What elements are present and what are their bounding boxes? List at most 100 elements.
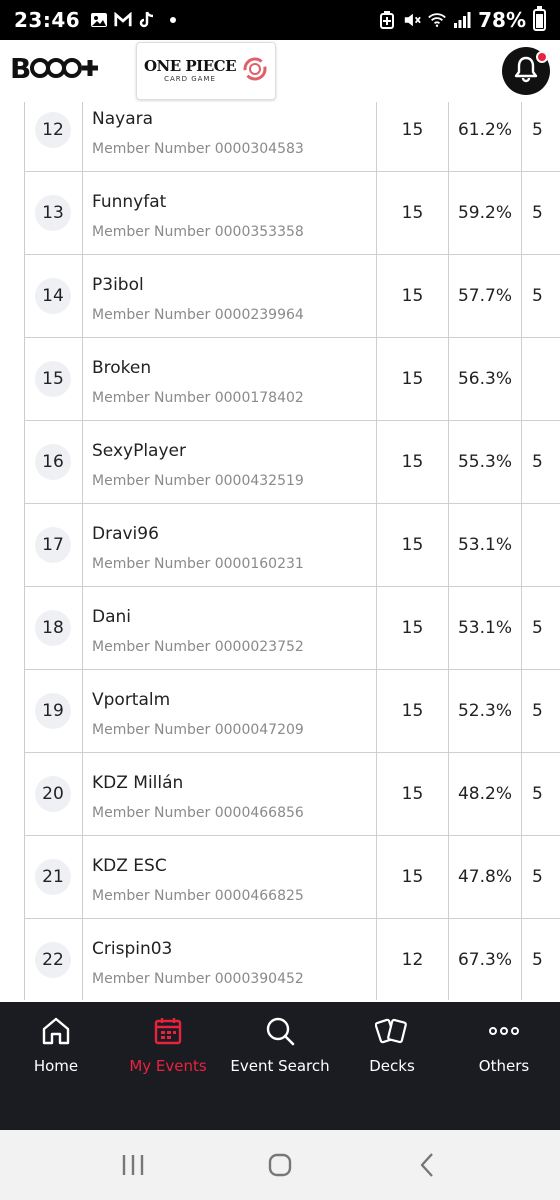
app-header: B ONE PIECE CARD GAME bbox=[0, 40, 560, 102]
points-cell: 15 bbox=[377, 102, 449, 171]
nav-my-events[interactable]: My Events bbox=[112, 1002, 224, 1130]
percentage-cell: 61.2% bbox=[449, 102, 522, 171]
table-row[interactable]: 15 Broken Member Number 0000178402 15 56.3% bbox=[24, 338, 560, 421]
table-row[interactable]: 17 Dravi96 Member Number 0000160231 15 53.1% bbox=[24, 504, 560, 587]
table-row[interactable]: 18 Dani Member Number 0000023752 15 53.1% 5 bbox=[24, 587, 560, 670]
table-row[interactable]: 14 P3ibol Member Number 0000239964 15 57.7% 5 bbox=[24, 255, 560, 338]
table-row[interactable]: 22 Crispin03 Member Number 0000390452 12 67.… bbox=[24, 919, 560, 1000]
table-row[interactable]: 21 KDZ ESC Member Number 0000466825 15 47.8%… bbox=[24, 836, 560, 919]
player-name: SexyPlayer bbox=[92, 441, 186, 461]
extra-cell: 5 bbox=[532, 286, 543, 306]
nav-event-search-label: Event Search bbox=[230, 1057, 330, 1075]
player-name: Nayara bbox=[92, 109, 154, 129]
rank-badge: 16 bbox=[35, 444, 71, 480]
recents-icon[interactable] bbox=[113, 1145, 153, 1185]
rank-badge: 18 bbox=[35, 610, 71, 646]
player-cell[interactable]: Dravi96 Member Number 0000160231 bbox=[83, 504, 377, 586]
nav-decks[interactable]: Decks bbox=[336, 1002, 448, 1130]
player-cell[interactable]: SexyPlayer Member Number 0000432519 bbox=[83, 421, 377, 503]
bandai-tcg-logo[interactable]: B bbox=[10, 52, 114, 91]
player-cell[interactable]: Vportalm Member Number 0000047209 bbox=[83, 670, 377, 752]
player-name: P3ibol bbox=[92, 275, 144, 295]
refresh-emblem-icon bbox=[242, 56, 268, 86]
percentage-cell: 48.2% bbox=[449, 753, 522, 835]
extra-cell: 5 bbox=[532, 203, 543, 223]
extra-cell: 5 bbox=[532, 701, 543, 721]
notifications-button[interactable] bbox=[502, 47, 550, 95]
nav-event-search[interactable]: Event Search bbox=[224, 1002, 336, 1130]
player-cell[interactable]: Dani Member Number 0000023752 bbox=[83, 587, 377, 669]
svg-text:B: B bbox=[10, 52, 30, 84]
percentage-cell: 47.8% bbox=[449, 836, 522, 918]
player-name: Dravi96 bbox=[92, 524, 159, 544]
points-cell: 15 bbox=[377, 421, 449, 503]
player-cell[interactable]: Crispin03 Member Number 0000390452 bbox=[83, 919, 377, 1000]
member-number: Member Number 0000047209 bbox=[92, 722, 304, 738]
more-icon bbox=[487, 1014, 521, 1048]
percentage-cell: 59.2% bbox=[449, 172, 522, 254]
table-row[interactable]: 16 SexyPlayer Member Number 0000432519 15 55… bbox=[24, 421, 560, 504]
extra-cell: 5 bbox=[532, 950, 543, 970]
member-number: Member Number 0000466856 bbox=[92, 805, 304, 821]
back-icon[interactable] bbox=[407, 1145, 447, 1185]
member-number: Member Number 0000239964 bbox=[92, 307, 304, 323]
table-row[interactable]: 19 Vportalm Member Number 0000047209 15 52.3… bbox=[24, 670, 560, 753]
member-number: Member Number 0000160231 bbox=[92, 556, 304, 572]
game-logo-title: ONE PIECE bbox=[143, 57, 237, 75]
player-cell[interactable]: KDZ ESC Member Number 0000466825 bbox=[83, 836, 377, 918]
extra-cell bbox=[522, 504, 560, 586]
percentage-cell: 53.1% bbox=[449, 504, 522, 586]
player-cell[interactable]: P3ibol Member Number 0000239964 bbox=[83, 255, 377, 337]
points-cell: 15 bbox=[377, 172, 449, 254]
extra-cell: 5 bbox=[532, 618, 543, 638]
percentage-cell: 52.3% bbox=[449, 670, 522, 752]
rank-badge: 13 bbox=[35, 195, 71, 231]
rank-cell: 13 bbox=[24, 172, 83, 254]
rank-badge: 14 bbox=[35, 278, 71, 314]
gmail-icon bbox=[114, 11, 132, 29]
points-cell: 15 bbox=[377, 338, 449, 420]
wifi-icon bbox=[428, 11, 446, 29]
extra-cell: 5 bbox=[532, 867, 543, 887]
member-number: Member Number 0000304583 bbox=[92, 141, 304, 157]
percentage-cell: 56.3% bbox=[449, 338, 522, 420]
nav-home-label: Home bbox=[33, 1057, 79, 1075]
member-number: Member Number 0000023752 bbox=[92, 639, 304, 655]
rank-badge: 12 bbox=[35, 112, 71, 148]
player-name: Crispin03 bbox=[92, 939, 173, 959]
player-cell[interactable]: KDZ Millán Member Number 0000466856 bbox=[83, 753, 377, 835]
home-circle-icon[interactable] bbox=[260, 1145, 300, 1185]
nav-my-events-label: My Events bbox=[129, 1057, 207, 1075]
extra-cell: 5 bbox=[532, 784, 543, 804]
rank-cell: 12 bbox=[24, 102, 83, 171]
nav-decks-label: Decks bbox=[369, 1057, 415, 1075]
signal-icon bbox=[453, 11, 471, 29]
nav-others[interactable]: Others bbox=[448, 1002, 560, 1130]
rank-cell: 15 bbox=[24, 338, 83, 420]
table-row[interactable]: 13 Funnyfat Member Number 0000353358 15 59.2… bbox=[24, 172, 560, 255]
table-row[interactable]: 12 Nayara Member Number 0000304583 15 61.2% 5 bbox=[24, 102, 560, 172]
rank-badge: 21 bbox=[35, 859, 71, 895]
rank-cell: 20 bbox=[24, 753, 83, 835]
battery-saver-icon bbox=[378, 11, 396, 29]
calendar-icon bbox=[151, 1014, 185, 1048]
ranking-table[interactable]: 12 Nayara Member Number 0000304583 15 61.2% 5… bbox=[0, 102, 560, 1000]
player-cell[interactable]: Broken Member Number 0000178402 bbox=[83, 338, 377, 420]
status-time: 23:46 bbox=[14, 8, 81, 32]
rank-cell: 17 bbox=[24, 504, 83, 586]
player-cell[interactable]: Funnyfat Member Number 0000353358 bbox=[83, 172, 377, 254]
table-row[interactable]: 20 KDZ Millán Member Number 0000466856 15 48… bbox=[24, 753, 560, 836]
points-cell: 12 bbox=[377, 919, 449, 1000]
one-piece-card-game-logo[interactable]: ONE PIECE CARD GAME bbox=[136, 42, 276, 100]
extra-cell: 5 bbox=[532, 120, 543, 140]
player-name: KDZ ESC bbox=[92, 856, 167, 876]
home-icon bbox=[39, 1014, 73, 1048]
rank-badge: 20 bbox=[35, 776, 71, 812]
rank-cell: 16 bbox=[24, 421, 83, 503]
cards-icon bbox=[375, 1014, 409, 1048]
tiktok-icon bbox=[138, 11, 156, 29]
game-logo-subtitle: CARD GAME bbox=[164, 75, 216, 83]
player-name: KDZ Millán bbox=[92, 773, 184, 793]
nav-home[interactable]: Home bbox=[0, 1002, 112, 1130]
player-cell[interactable]: Nayara Member Number 0000304583 bbox=[83, 102, 377, 171]
